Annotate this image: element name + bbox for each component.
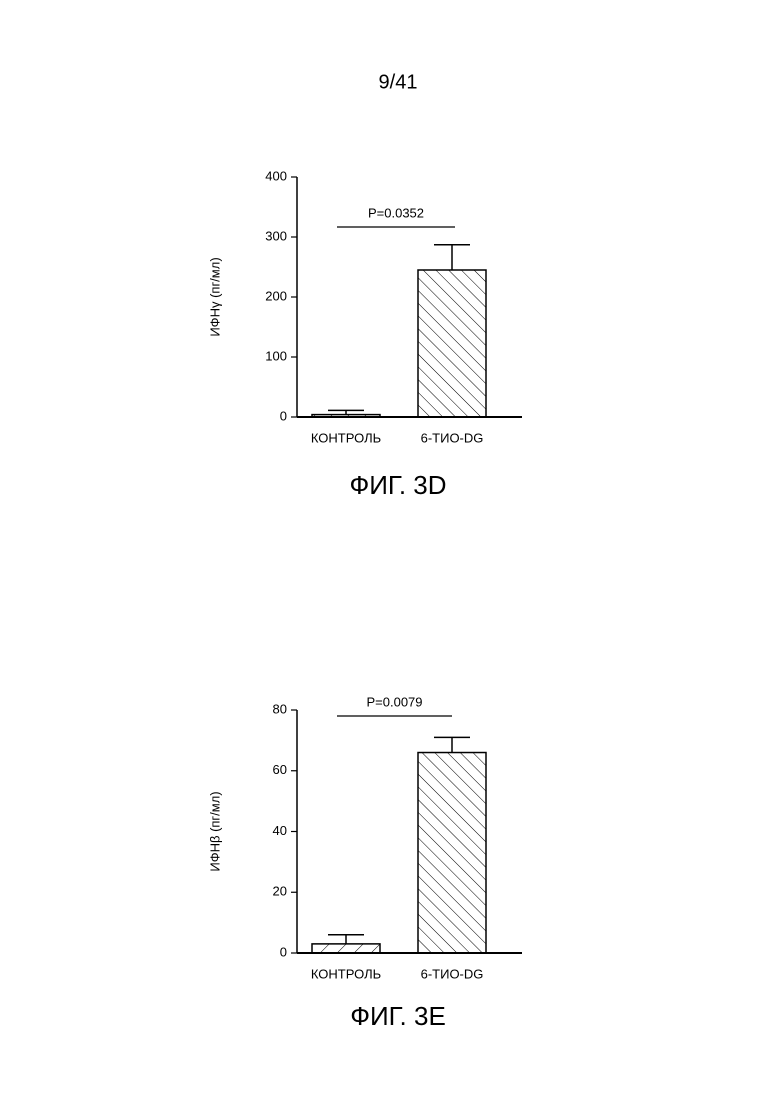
y-tick-label: 100 <box>265 348 287 363</box>
x-tick-label: 6-ТИО-DG <box>421 430 484 445</box>
y-tick-label: 40 <box>273 823 287 838</box>
bar <box>418 753 486 953</box>
y-tick-label: 20 <box>273 884 287 899</box>
page: 9/41 0100200300400ИФНγ (пг/мл)КОНТРОЛЬ6-… <box>0 0 780 1103</box>
y-axis-label: ИФНβ (пг/мл) <box>207 791 222 871</box>
page-number: 9/41 <box>379 71 418 93</box>
y-tick-label: 300 <box>265 228 287 243</box>
annotation: P=0.0352 <box>368 205 424 220</box>
figure-caption: ФИГ. 3D <box>349 470 446 500</box>
y-tick-label: 200 <box>265 288 287 303</box>
bar <box>312 944 380 953</box>
y-tick-label: 80 <box>273 701 287 716</box>
figure-caption: ФИГ. 3E <box>350 1001 446 1031</box>
y-axis-label: ИФНγ (пг/мл) <box>207 257 222 336</box>
y-tick-label: 60 <box>273 762 287 777</box>
x-tick-label: КОНТРОЛЬ <box>311 430 381 445</box>
annotation: P=0.0079 <box>366 694 422 709</box>
y-tick-label: 0 <box>280 944 287 959</box>
bar <box>418 270 486 417</box>
y-tick-label: 400 <box>265 168 287 183</box>
y-tick-label: 0 <box>280 408 287 423</box>
x-tick-label: КОНТРОЛЬ <box>311 966 381 981</box>
x-tick-label: 6-ТИО-DG <box>421 966 484 981</box>
